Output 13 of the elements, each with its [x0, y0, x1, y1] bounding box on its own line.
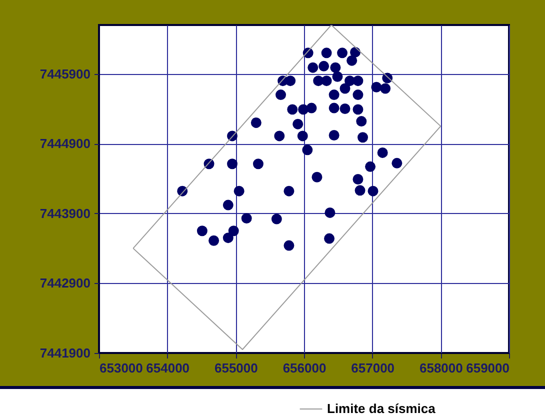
x-tick-label: 658000: [419, 360, 463, 376]
x-tick-label: 659000: [466, 360, 510, 376]
x-tick-label: 653000: [100, 360, 143, 376]
y-tick-label: 7441900: [40, 346, 90, 360]
y-tick-label: 7442900: [40, 276, 90, 291]
legend-label: Limite da sísmica: [327, 401, 436, 416]
y-tick-label: 7444900: [40, 136, 90, 152]
y-tick-label: 7443900: [40, 206, 90, 221]
x-tick-label: 657000: [351, 360, 395, 376]
x-tick-label: 656000: [282, 360, 326, 376]
x-tick-label: 654000: [146, 360, 190, 376]
x-tick-label: 655000: [214, 360, 258, 376]
y-tick-label: 7445900: [40, 66, 90, 82]
